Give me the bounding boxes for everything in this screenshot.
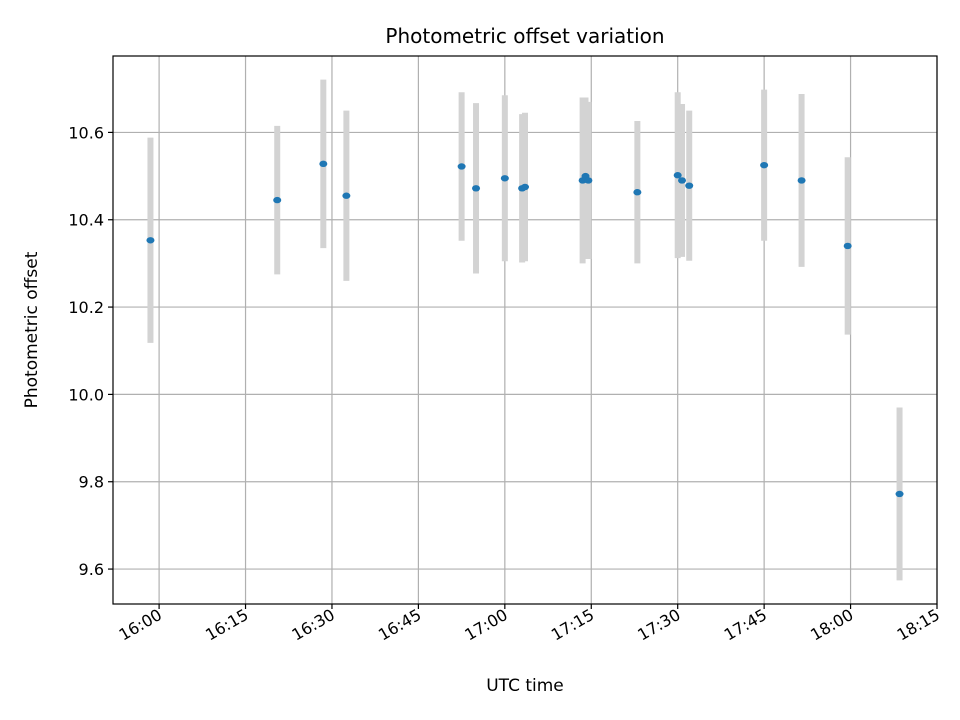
y-axis-ticks: 9.6 9.8 10.0 10.2 10.4 10.6 xyxy=(68,123,113,579)
y-tick-label: 9.6 xyxy=(79,560,104,579)
data-point xyxy=(678,177,687,184)
x-tick-label: 16:00 xyxy=(116,605,165,645)
data-point xyxy=(584,177,593,184)
data-point xyxy=(146,237,155,244)
x-tick-label: 16:45 xyxy=(375,605,424,645)
y-tick-label: 10.2 xyxy=(68,298,104,317)
error-bars xyxy=(147,79,903,581)
data-point xyxy=(273,196,282,204)
data-point xyxy=(319,160,328,168)
data-point xyxy=(472,185,481,192)
y-axis-title: Photometric offset xyxy=(22,251,42,408)
data-point xyxy=(673,172,682,179)
x-tick-label: 18:15 xyxy=(894,605,943,645)
x-tick-label: 17:45 xyxy=(721,605,770,645)
y-tick-label: 10.6 xyxy=(68,123,104,142)
x-axis-ticks: 16:00 16:15 16:30 16:45 17:00 17:15 17:30 17:45… xyxy=(116,604,943,645)
y-tick-label: 10.4 xyxy=(68,211,104,230)
y-tick-label: 9.8 xyxy=(79,473,104,492)
x-tick-label: 16:15 xyxy=(202,605,251,645)
x-tick-label: 16:30 xyxy=(289,605,338,645)
y-tick-label: 10.0 xyxy=(68,385,104,404)
data-point xyxy=(895,490,904,498)
chart-title: Photometric offset variation xyxy=(385,24,664,48)
data-point xyxy=(760,161,769,169)
x-tick-label: 18:00 xyxy=(807,605,856,645)
data-points xyxy=(146,160,904,498)
x-tick-label: 17:00 xyxy=(461,605,510,645)
data-point xyxy=(633,189,642,196)
data-point xyxy=(457,163,466,170)
x-tick-label: 17:15 xyxy=(548,605,597,645)
data-point xyxy=(843,242,852,250)
x-axis-title: UTC time xyxy=(486,676,564,696)
data-point xyxy=(500,175,509,182)
plot-frame xyxy=(112,55,938,605)
data-point xyxy=(521,183,529,191)
data-point xyxy=(685,182,694,189)
data-point xyxy=(342,192,351,199)
x-tick-label: 17:30 xyxy=(634,605,683,645)
data-point xyxy=(797,177,806,184)
